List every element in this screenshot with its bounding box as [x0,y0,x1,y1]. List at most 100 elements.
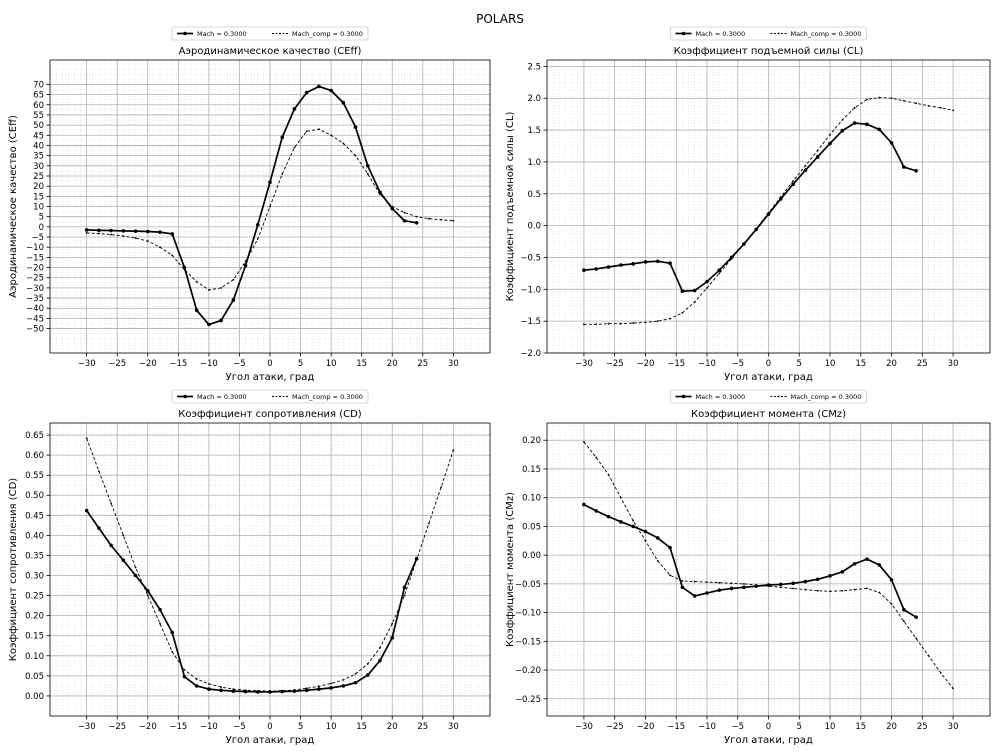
y-tick-label: −15 [26,253,44,263]
data-point [231,689,236,693]
data-point [133,229,138,233]
data-point [341,684,346,688]
legend-box [171,389,369,404]
data-point [317,685,320,688]
legend-marker [183,394,187,399]
y-tick-label: 0.35 [25,551,44,561]
data-point [730,582,733,585]
data-point [354,154,357,157]
data-point [718,272,721,275]
legend-marker [777,32,780,35]
y-tick-label: 50 [33,121,44,131]
data-point [122,534,125,537]
data-point [607,322,610,325]
series-line [85,510,418,693]
data-point [330,682,333,685]
x-tick-label: 0 [766,722,771,732]
major-grid [547,60,990,354]
data-point [304,90,309,95]
x-tick-label: 15 [356,722,367,732]
y-tick-label: 0.15 [522,465,541,475]
data-point [583,441,585,443]
data-point [669,574,671,577]
data-point [366,173,369,175]
data-point [952,109,954,112]
x-tick-label: −25 [108,359,126,369]
data-point [122,235,125,237]
data-point [669,317,671,320]
x-tick-label: −5 [233,359,246,369]
y-tick-label: 0.05 [522,522,541,532]
data-point [85,437,88,440]
data-point [304,688,309,693]
data-point [268,690,272,694]
data-point [656,559,659,562]
data-point [889,578,894,582]
legend-label: Mach = 0.3000 [696,393,746,401]
data-point [109,543,113,548]
y-tick-label: −1.0 [520,285,541,295]
data-point [207,682,210,685]
y-tick-label: 0.60 [25,451,44,461]
y-axis-label: Аэродинамическое качество (CEff) [8,115,19,298]
legend-label: Mach_comp = 0.3000 [292,393,363,401]
data-point [668,545,672,550]
data-point [231,298,236,302]
data-point [828,574,832,578]
y-tick-label: 0.20 [25,612,44,622]
y-tick-label: −20 [26,264,44,274]
data-point [779,586,782,589]
data-point [280,135,285,140]
x-tick-label: −5 [731,359,744,369]
chart-panel-1: −30 −25 −20 −15 −10 −5 0 5 10 15 20 25 30−50−45−40−3… [8,26,491,383]
data-point [766,583,771,587]
y-tick-label: 60 [33,101,44,111]
legend: Mach = 0.3000 Mach_comp = 0.3000 [171,26,369,41]
data-point [829,590,831,593]
x-tick-label: −20 [139,722,157,732]
data-point [754,584,758,588]
legend-label: Mach_comp = 0.3000 [791,393,862,401]
data-point [255,223,260,227]
data-point [841,118,844,121]
x-tick-label: 10 [825,722,836,732]
x-tick-label: −5 [233,722,246,732]
data-point [705,591,709,595]
y-tick-label: 20 [33,182,44,192]
data-point [134,237,137,239]
y-tick-label: −50 [26,325,44,335]
data-point [705,279,709,284]
x-tick-label: 25 [417,359,428,369]
data-point [643,529,648,534]
data-point [403,594,406,597]
data-point [594,267,599,271]
data-point [717,588,722,592]
data-point [281,173,284,175]
y-axis-label: Коэффициент подъемной силы (CL) [505,112,516,302]
data-point [729,586,734,591]
data-point [915,637,918,640]
data-point [268,180,272,184]
x-tick-label: −15 [667,359,685,369]
y-axis-label: Коэффициент момента (CMz) [505,492,516,647]
data-point [927,654,930,657]
data-point [341,100,346,105]
legend-label: Mach_comp = 0.3000 [292,30,363,38]
data-point [207,322,211,327]
data-point [693,301,696,303]
chart-title: Аэродинамическое качество (CEff) [179,46,362,57]
data-point [754,227,758,232]
x-tick-label: −5 [731,722,744,732]
data-point [890,603,893,605]
y-tick-label: 0.5 [527,190,541,200]
data-point [840,569,845,574]
y-tick-label: 70 [33,80,44,90]
data-point [427,522,430,525]
data-point [902,165,906,169]
y-tick-label: 2.0 [527,94,541,104]
data-point [829,133,831,136]
data-point [194,684,199,688]
data-point [146,594,149,597]
x-tick-label: −25 [108,722,126,732]
data-point [852,121,857,125]
